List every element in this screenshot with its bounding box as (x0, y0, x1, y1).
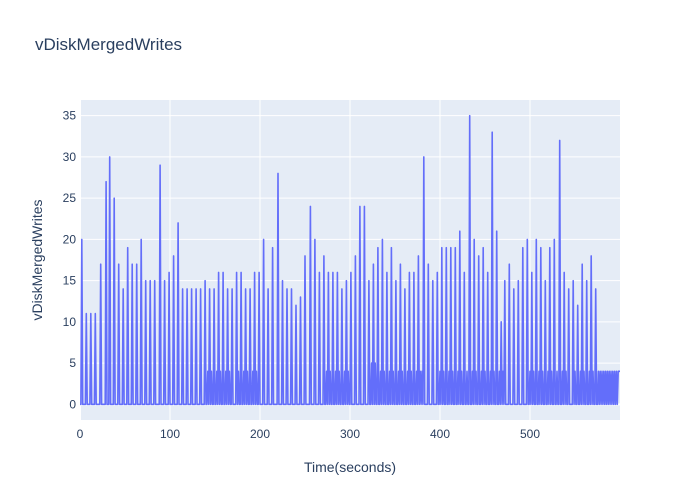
y-tick-label: 30 (63, 150, 77, 164)
y-tick-label: 10 (63, 315, 77, 329)
series-layer (80, 114, 620, 406)
x-axis-title: Time(seconds) (304, 459, 396, 475)
x-tick-label: 100 (160, 427, 180, 441)
x-tick-label: 0 (77, 427, 84, 441)
x-tick-label: 200 (250, 427, 270, 441)
x-tick-label: 300 (340, 427, 360, 441)
tick-layer: 0 100 200 300 400 500 0 5 10 15 20 25 30 35 (63, 109, 541, 441)
y-tick-label: 5 (69, 356, 76, 370)
y-tick-label: 35 (63, 109, 77, 123)
y-tick-label: 0 (69, 397, 76, 411)
y-tick-label: 20 (63, 232, 77, 246)
series-line (80, 114, 620, 406)
y-tick-label: 25 (63, 191, 77, 205)
x-tick-label: 500 (520, 427, 540, 441)
chart-title: vDiskMergedWrites (35, 35, 182, 54)
y-axis-title: vDiskMergedWrites (29, 199, 45, 320)
y-tick-label: 15 (63, 274, 77, 288)
x-tick-label: 400 (430, 427, 450, 441)
